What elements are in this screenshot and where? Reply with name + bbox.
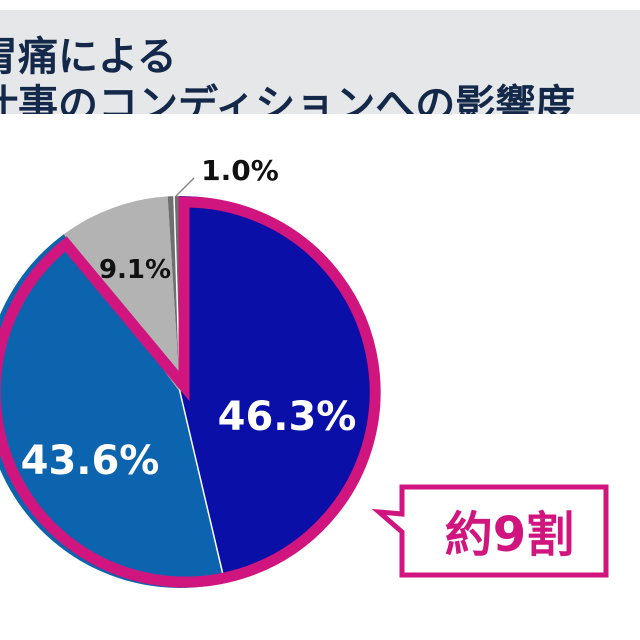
title-band: 胃痛による 仕事のコンディションへの影響度 (0, 10, 640, 114)
label-46-3: 46.3% (218, 394, 357, 440)
leader-line (175, 177, 195, 197)
label-43-6: 43.6% (21, 438, 160, 484)
slice-43-6 (0, 234, 225, 588)
label-9-1: 9.1% (99, 255, 171, 285)
slice-46-3 (180, 196, 377, 583)
highlight-outline (0, 196, 381, 588)
slice-separator (179, 391, 226, 583)
label-1-0: 1.0% (201, 154, 279, 187)
callout-text: 約9割 (444, 507, 575, 563)
chart-title-line-2: 仕事のコンディションへの影響度 (0, 82, 576, 114)
slice-1-0 (167, 196, 180, 392)
chart-title-line-1: 胃痛による (0, 34, 177, 80)
